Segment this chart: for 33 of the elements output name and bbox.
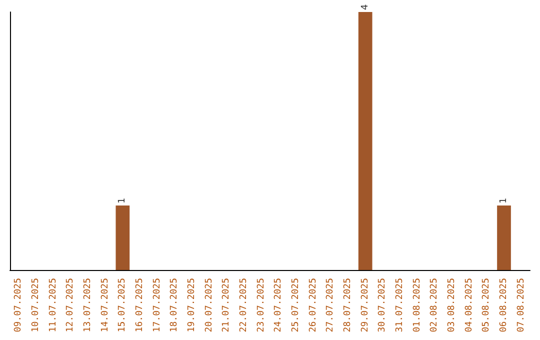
x-tick-label: 15.07.2025	[118, 278, 128, 332]
x-tick-label: 11.07.2025	[48, 278, 58, 332]
x-tick-label: 05.08.2025	[482, 278, 492, 332]
x-tick-label: 13.07.2025	[83, 278, 93, 332]
x-tick-label: 10.07.2025	[31, 278, 41, 332]
x-tick-label: 12.07.2025	[66, 278, 76, 332]
x-tick-label: 02.08.2025	[430, 278, 440, 332]
x-tick-label: 23.07.2025	[256, 278, 266, 332]
x-tick-label: 09.07.2025	[14, 278, 24, 332]
x-tick-label: 19.07.2025	[187, 278, 197, 332]
x-tick-label: 03.08.2025	[447, 278, 457, 332]
x-tick-label: 01.08.2025	[412, 278, 422, 332]
data-label: 1	[118, 198, 128, 204]
x-tick-label: 27.07.2025	[326, 278, 336, 332]
x-tick-label: 30.07.2025	[378, 278, 388, 332]
x-tick-label: 28.07.2025	[343, 278, 353, 332]
x-tick-label: 17.07.2025	[152, 278, 162, 332]
x-tick-label: 31.07.2025	[395, 278, 405, 332]
x-tick-label: 25.07.2025	[291, 278, 301, 332]
x-tick-label: 07.08.2025	[516, 278, 526, 332]
x-tick-label: 29.07.2025	[360, 278, 370, 332]
data-label: 4	[360, 4, 370, 10]
x-tick-label: 18.07.2025	[170, 278, 180, 332]
x-tick-label: 22.07.2025	[239, 278, 249, 332]
x-tick-label: 14.07.2025	[100, 278, 110, 332]
x-tick-label: 06.08.2025	[499, 278, 509, 332]
x-tick-label: 16.07.2025	[135, 278, 145, 332]
x-tick-label: 04.08.2025	[464, 278, 474, 332]
x-tick-label: 21.07.2025	[222, 278, 232, 332]
x-tick-label: 26.07.2025	[308, 278, 318, 332]
x-tick-label: 20.07.2025	[204, 278, 214, 332]
x-tick-label: 24.07.2025	[274, 278, 284, 332]
data-label: 1	[499, 198, 509, 204]
